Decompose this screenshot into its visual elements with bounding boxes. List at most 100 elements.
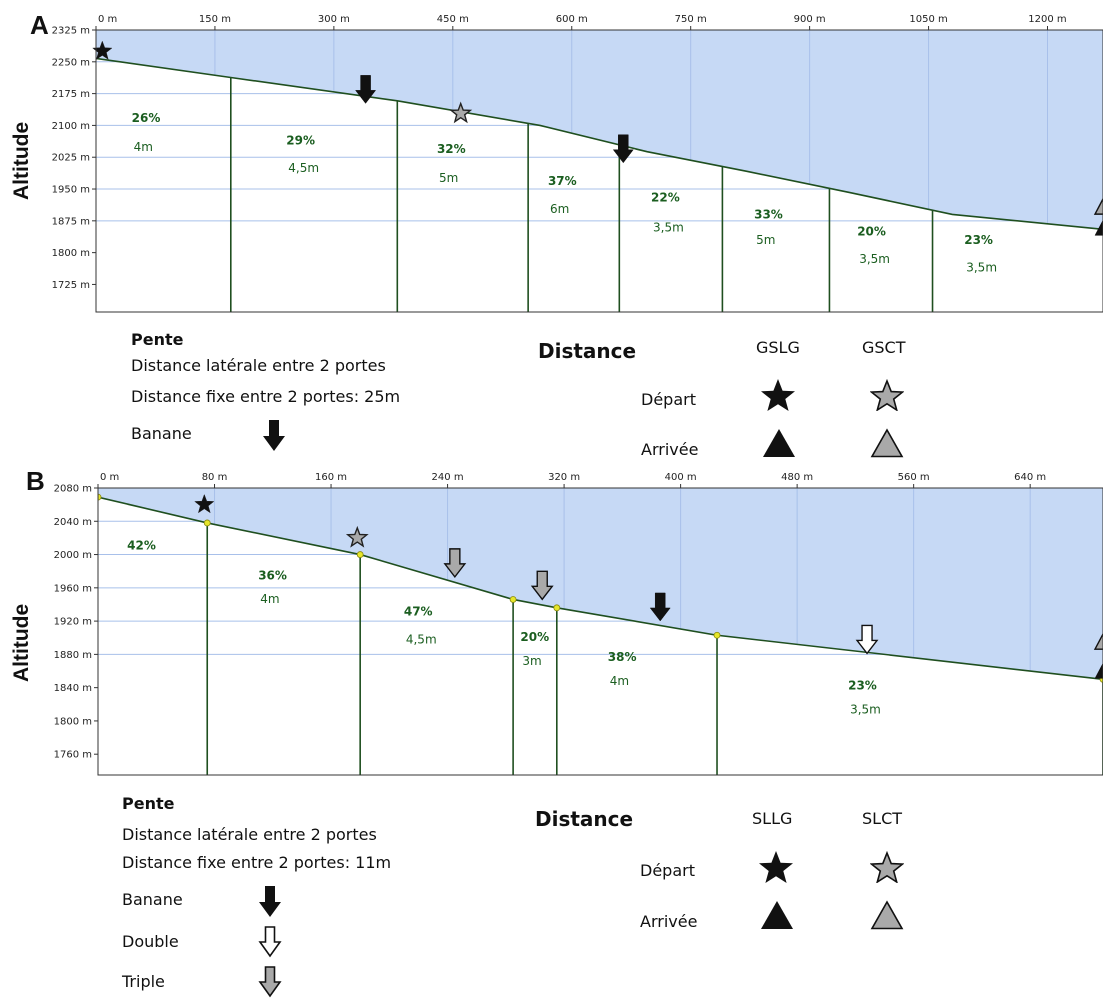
panel-a-legend-fixed: Distance fixe entre 2 portes: 25m — [131, 387, 401, 406]
panel-a-x-tick-label: 1050 m — [909, 14, 947, 25]
panel-b-segment-distance-label: 4m — [260, 592, 279, 606]
panel-a-segment-distance-label: 3,5m — [653, 220, 684, 234]
panel-a-segment-slope-label: 29% — [286, 133, 315, 147]
panel-b-profile-vertex — [98, 493, 102, 501]
panel-a-grey-star-marker — [449, 101, 473, 124]
panel-a-segment-slope-label: 37% — [548, 174, 577, 188]
panel-b-grey-arrow-marker — [530, 570, 554, 601]
black-star-icon — [759, 851, 793, 883]
panel-b-segment-slope-label: 47% — [404, 604, 433, 618]
panel-b-letter: B — [26, 466, 45, 496]
panel-b-legend-fixed: Distance fixe entre 2 portes: 11m — [122, 853, 392, 872]
panel-a-y-tick-label: 2175 m — [52, 89, 90, 100]
panel-a-segment-slope-label: 20% — [857, 225, 886, 239]
panel-a-x-tick-label: 150 m — [199, 14, 231, 25]
panel-b-plot-frame — [97, 487, 1103, 776]
panel-a-y-tick-label: 2100 m — [52, 121, 90, 132]
panel-b-y-tick-label: 2040 m — [54, 517, 92, 528]
panel-a-x-tick-label: 900 m — [794, 14, 826, 25]
panel-b-x-tick-label: 560 m — [898, 472, 930, 483]
panel-b-segment-distance-label: 4,5m — [406, 633, 437, 647]
panel-a-legend-start: Départ — [641, 390, 696, 409]
panel-b-chart: 42% 36% 4m 47% 4,5m 20% 3m 38% 4m 23% 3,5m 0 m 80 m 1… — [54, 472, 1103, 776]
panel-b-legend-banana: Banane — [122, 890, 183, 909]
panel-a-chart: 26% 4m 29% 4,5m 32% 5m 37% 6m 22% 3,5m 33% 5m 20% 3,5… — [52, 14, 1103, 313]
panel-b-white-arrow-marker — [855, 624, 879, 655]
black-arrow-icon — [259, 886, 281, 917]
grey-arrow-icon — [258, 966, 282, 998]
panel-b-x-tick-label: 320 m — [548, 472, 580, 483]
panel-a-legend-banana: Banane — [131, 424, 192, 443]
panel-a-y-tick-label: 1800 m — [52, 248, 90, 259]
panel-a-x-tick-label: 600 m — [556, 14, 588, 25]
panel-b-segment-distance-label: 4m — [610, 674, 629, 688]
black-arrow-icon — [263, 420, 285, 451]
panel-a-black-triangle-marker — [1094, 219, 1103, 236]
white-arrow-icon — [258, 926, 282, 958]
panel-a-segment-slope-label: 23% — [964, 233, 993, 247]
panel-a-x-tick-label: 1200 m — [1028, 14, 1066, 25]
panel-a-segment-distance-label: 4m — [134, 140, 153, 154]
panel-b-profile-vertex — [356, 551, 364, 558]
panel-b-segment-distance-label: 3,5m — [850, 702, 881, 716]
panel-b-black-triangle-marker — [1094, 662, 1103, 679]
panel-a-sky-area — [96, 30, 1103, 230]
panel-a-segment-distance-label: 4,5m — [288, 161, 319, 175]
panel-a-grey-triangle-marker — [1093, 197, 1103, 215]
panel-b-legend-col1: SLLG — [752, 809, 793, 828]
panel-b-y-tick-label: 1920 m — [54, 617, 92, 628]
panel-a-black-arrow-marker — [355, 75, 377, 104]
panel-a-segment-distance-label: 3,5m — [859, 252, 890, 266]
panel-a-x-tick-label: 750 m — [675, 14, 707, 25]
panel-b-legend-slope: Pente — [122, 794, 175, 813]
panel-a-legend-slope: Pente — [131, 330, 184, 349]
panel-b-legend-triple: Triple — [122, 972, 165, 991]
panel-b-legend-distance: Distance — [535, 807, 634, 831]
panel-b-y-tick-label: 1880 m — [54, 650, 92, 661]
grey-star-icon — [870, 379, 904, 411]
panel-b-profile-vertex — [203, 519, 211, 527]
panel-a-x-tick-label: 300 m — [318, 14, 350, 25]
panel-a-legend-lateral: Distance latérale entre 2 portes — [131, 356, 386, 375]
panel-b-segment-slope-label: 20% — [520, 630, 549, 644]
panel-a-black-star-marker — [92, 40, 113, 60]
panel-a-y-tick-label: 2325 m — [52, 26, 90, 37]
panel-b-x-tick-label: 80 m — [202, 472, 228, 483]
panel-a-letter: A — [30, 10, 49, 40]
panel-a-profile-line — [96, 57, 1103, 231]
panel-b-segment-slope-label: 23% — [848, 678, 877, 692]
panel-a-y-tick-label: 1725 m — [52, 280, 90, 291]
panel-b-x-tick-label: 240 m — [432, 472, 464, 483]
panel-b-segment-distance-label: 3m — [522, 654, 541, 668]
panel-a-segment-slope-label: 32% — [437, 142, 466, 156]
panel-b-y-tick-label: 1960 m — [54, 583, 92, 594]
grey-triangle-icon — [870, 428, 904, 458]
panel-b-black-arrow-marker — [649, 592, 671, 622]
panel-b-profile-vertex — [509, 596, 517, 603]
panel-b-grey-triangle-marker — [1093, 632, 1103, 650]
panel-a-segment-slope-label: 22% — [651, 191, 680, 205]
panel-b-legend-double: Double — [122, 932, 179, 951]
panel-b-x-tick-label: 160 m — [315, 472, 347, 483]
panel-a-black-arrow-marker — [612, 134, 634, 164]
panel-b-legend-finish: Arrivée — [640, 912, 698, 931]
panel-b-grey-star-marker — [345, 525, 369, 548]
panel-b-grey-arrow-marker — [443, 548, 467, 579]
panel-a-segment-distance-label: 5m — [439, 171, 458, 185]
panel-a-legend-finish: Arrivée — [641, 440, 699, 459]
panel-a-plot-frame — [95, 29, 1103, 313]
panel-a-y-tick-label: 1875 m — [52, 216, 90, 227]
panel-b-profile-vertex — [553, 604, 561, 612]
panel-a-x-tick-label: 0 m — [98, 14, 117, 25]
panel-a-y-tick-label: 2250 m — [52, 57, 90, 68]
panel-a-x-tick-label: 450 m — [437, 14, 469, 25]
grey-star-icon — [870, 851, 904, 883]
panel-b-y-tick-label: 1800 m — [54, 716, 92, 727]
panel-b-x-tick-label: 400 m — [665, 472, 697, 483]
panel-b-legend-start: Départ — [640, 861, 695, 880]
panel-a-legend-distance: Distance — [538, 339, 637, 363]
panel-b-y-tick-label: 2000 m — [54, 550, 92, 561]
panel-a-y-tick-label: 1950 m — [52, 185, 90, 196]
panel-b-x-tick-label: 0 m — [100, 472, 119, 483]
